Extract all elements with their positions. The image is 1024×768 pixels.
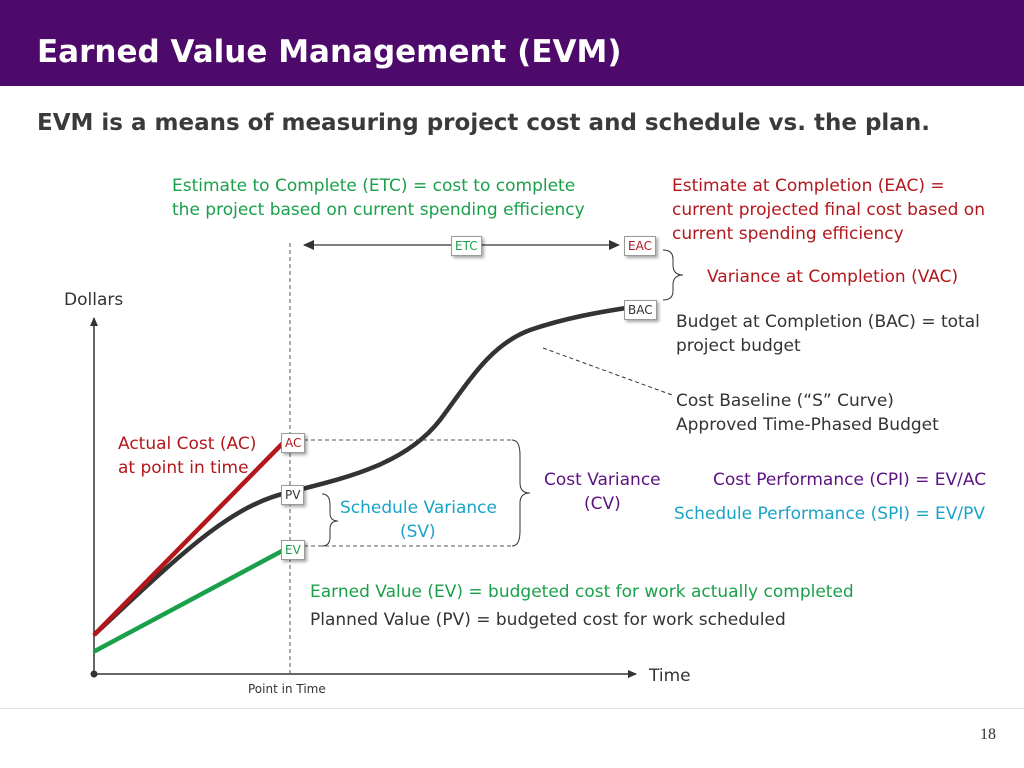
vac-brace — [662, 249, 684, 301]
earned-value-line — [92, 548, 285, 654]
cv-label-line1: Cost Variance — [544, 470, 661, 490]
ac-label-line2: at point in time — [118, 458, 249, 478]
baseline-label-line2: Approved Time-Phased Budget — [676, 415, 939, 435]
sv-label-line1: Schedule Variance — [340, 498, 497, 518]
bac-label-line1: Budget at Completion (BAC) = total — [676, 312, 980, 332]
etc-marker: ETC — [451, 236, 482, 256]
slide-title: Earned Value Management (EVM) — [37, 34, 622, 70]
axis-origin-dot — [90, 670, 98, 678]
point-in-time-label: Point in Time — [248, 682, 326, 696]
eac-label-line1: Estimate at Completion (EAC) = — [672, 176, 945, 196]
vac-label: Variance at Completion (VAC) — [707, 267, 959, 287]
eac-marker: EAC — [624, 236, 656, 256]
pv-definition: Planned Value (PV) = budgeted cost for w… — [310, 610, 786, 630]
baseline-label-line1: Cost Baseline (“S” Curve) — [676, 391, 894, 411]
pv-marker: PV — [281, 485, 305, 505]
y-axis-label: Dollars — [64, 290, 124, 310]
x-axis-label: Time — [649, 666, 691, 686]
bac-marker: BAC — [624, 300, 657, 320]
footer-divider — [0, 708, 1024, 709]
etc-arrow-head-right — [609, 240, 620, 250]
slide-header: Earned Value Management (EVM) — [0, 0, 1024, 86]
ac-label-line1: Actual Cost (AC) — [118, 434, 257, 454]
ev-marker: EV — [281, 540, 305, 560]
cv-label-line2: (CV) — [584, 494, 621, 514]
page-number: 18 — [980, 726, 996, 743]
etc-arrow-head-left — [303, 240, 314, 250]
etc-label-line1: Estimate to Complete (ETC) = cost to com… — [172, 176, 576, 196]
eac-label-line2: current projected final cost based on — [672, 200, 985, 220]
cpi-label: Cost Performance (CPI) = EV/AC — [713, 470, 987, 490]
etc-label-line2: the project based on current spending ef… — [172, 200, 585, 220]
spi-label: Schedule Performance (SPI) = EV/PV — [674, 504, 986, 524]
eac-label-line3: current spending efficiency — [672, 224, 904, 244]
sv-brace — [321, 493, 339, 547]
cost-baseline-curve — [92, 305, 629, 637]
baseline-pointer-line — [542, 347, 673, 396]
cv-brace — [511, 439, 531, 547]
slide-subtitle: EVM is a means of measuring project cost… — [37, 110, 930, 136]
ac-marker: AC — [281, 433, 306, 453]
sv-label-line2: (SV) — [400, 522, 436, 542]
ev-definition: Earned Value (EV) = budgeted cost for wo… — [310, 582, 854, 602]
actual-cost-line — [92, 441, 285, 637]
bac-label-line2: project budget — [676, 336, 801, 356]
